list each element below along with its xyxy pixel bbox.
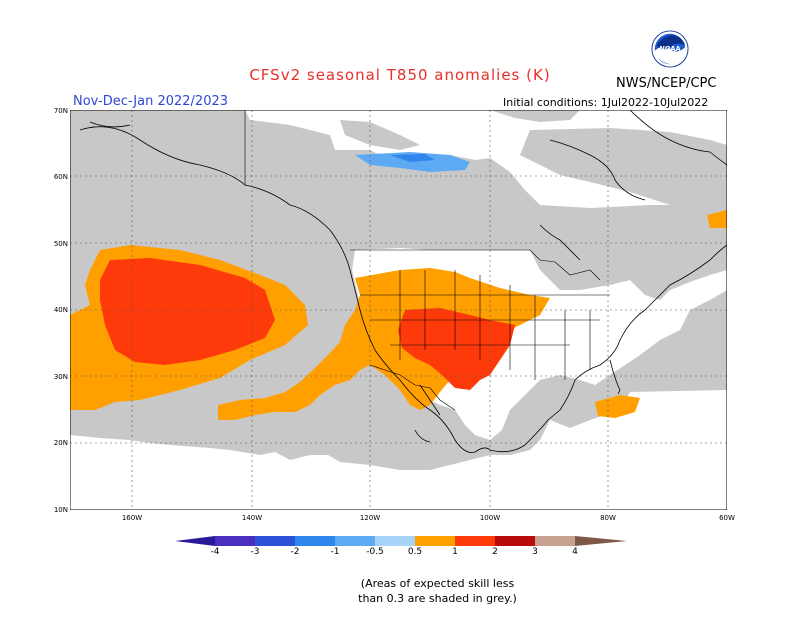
footnote-line-2: than 0.3 are shaded in grey.) — [358, 592, 517, 605]
lon-label-140w: 140W — [241, 514, 263, 522]
colorbar-label-p1: 1 — [452, 547, 458, 557]
lat-label-30n: 30N — [53, 373, 68, 381]
anomaly-map — [70, 110, 727, 510]
lat-label-20n: 20N — [53, 439, 68, 447]
warm-anomaly-southwest-core — [398, 308, 515, 390]
noaa-logo-icon: NOAA — [651, 30, 689, 68]
cool-anomaly-region — [355, 152, 470, 172]
lon-label-80w: 80W — [600, 514, 616, 522]
footnote-line-1: (Areas of expected skill less — [360, 577, 515, 590]
colorbar-label-m1: -1 — [330, 547, 340, 557]
lat-label-40n: 40N — [53, 306, 68, 314]
warm-anomaly-pacific-core — [100, 258, 275, 365]
lon-label-120w: 120W — [359, 514, 381, 522]
lat-label-10n: 10N — [53, 506, 68, 514]
coastlines — [79, 110, 727, 453]
political-borders — [244, 110, 610, 411]
lon-label-100w: 100W — [479, 514, 501, 522]
colorbar-label-m05: -0.5 — [366, 547, 384, 557]
colorbar — [175, 536, 627, 546]
colorbar-label-p4: 4 — [572, 547, 578, 557]
lon-label-160w: 160W — [121, 514, 143, 522]
period-label: Nov-Dec-Jan 2022/2023 — [73, 94, 229, 109]
chart-title: CFSv2 seasonal T850 anomalies (K) — [249, 66, 551, 84]
initial-conditions-label: Initial conditions: 1Jul2022-10Jul2022 — [503, 96, 709, 109]
colorbar-label-p2: 2 — [492, 547, 498, 557]
lat-label-70n: 70N — [53, 107, 68, 115]
colorbar-label-p3: 3 — [532, 547, 538, 557]
agency-label: NWS/NCEP/CPC — [616, 76, 717, 91]
warm-anomaly-southwest — [218, 268, 550, 420]
colorbar-label-m3: -3 — [250, 547, 260, 557]
lat-label-60n: 60N — [53, 173, 68, 181]
lat-label-50n: 50N — [53, 240, 68, 248]
logo-text: NOAA — [659, 45, 681, 53]
colorbar-label-m4: -4 — [210, 547, 220, 557]
skill-footnote: (Areas of expected skill less than 0.3 a… — [0, 576, 800, 606]
lon-label-60w: 60W — [719, 514, 735, 522]
colorbar-label-m2: -2 — [290, 547, 300, 557]
colorbar-label-p05: 0.5 — [407, 547, 423, 557]
graticule — [70, 110, 727, 510]
